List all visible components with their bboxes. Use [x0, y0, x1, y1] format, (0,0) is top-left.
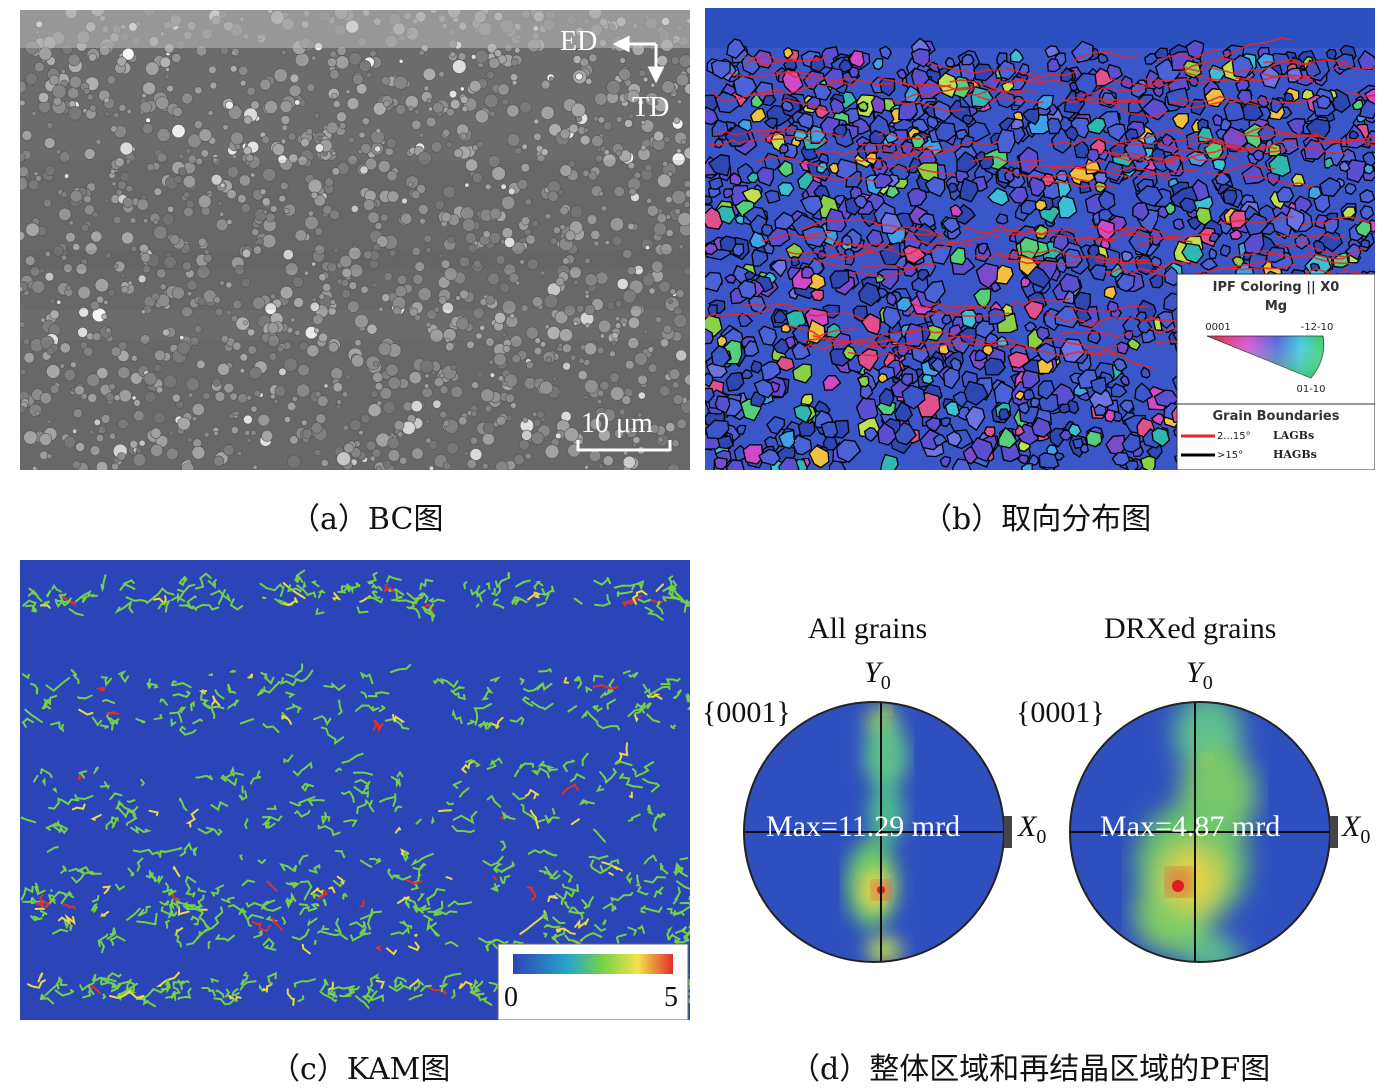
- hagb-label: HAGBs: [1273, 448, 1317, 461]
- pole-figure-drx: DRXed grains Y0 {0001} Max=4.87 mr: [1016, 610, 1380, 970]
- ipf-corner-0001: 0001: [1205, 322, 1230, 333]
- pole-figure-axis-x: X0: [1018, 810, 1047, 848]
- ipf-corner-1210: -12-10: [1301, 322, 1334, 333]
- pole-figure-title: DRXed grains: [1104, 612, 1277, 645]
- hagb-range: >15°: [1217, 450, 1243, 461]
- pole-figure-plane: {0001}: [702, 696, 791, 729]
- direction-ed-label: ED: [560, 26, 597, 57]
- lagb-range: 2...15°: [1217, 431, 1251, 442]
- pole-figure-axis-x: X0: [1342, 810, 1371, 848]
- pole-figure-max: Max=11.29 mrd: [766, 810, 961, 843]
- kam-map: 0 5: [20, 560, 690, 1020]
- ipf-legend-title: IPF Coloring || X0: [1213, 280, 1340, 295]
- kam-map-image: 0 5: [20, 560, 690, 1020]
- pole-figure-axis-y: Y0: [864, 656, 891, 694]
- kam-colorbar-min: 0: [504, 982, 518, 1013]
- pole-figure-axis-y: Y0: [1186, 656, 1213, 694]
- direction-td-label: TD: [632, 92, 669, 123]
- pole-figure-all: All grains Y0 {0001} Max=11: [700, 610, 1050, 970]
- pole-figure-max: Max=4.87 mrd: [1100, 810, 1281, 843]
- ipf-legend: IPF Coloring || X0 Mg 0001 -12-10 0: [1176, 273, 1375, 470]
- pole-figure-disc: [1069, 701, 1338, 963]
- pole-figure-title: All grains: [808, 612, 928, 645]
- kam-colorbar-max: 5: [664, 982, 678, 1013]
- ipf-corner-0110: 01-10: [1296, 384, 1325, 395]
- ipf-legend-material: Mg: [1265, 299, 1287, 314]
- bc-map: ED TD 10 μm: [20, 10, 690, 470]
- caption-d: （d）整体区域和再结晶区域的PF图: [790, 1052, 1271, 1087]
- caption-b: （b）取向分布图: [922, 502, 1152, 537]
- scale-bar: [576, 440, 672, 452]
- caption-a: （a）BC图: [290, 502, 444, 537]
- orientation-map-image: IPF Coloring || X0 Mg 0001 -12-10 0: [705, 8, 1375, 470]
- pole-figure-disc: [743, 701, 1012, 963]
- bc-map-image: ED TD 10 μm: [20, 10, 690, 470]
- lagb-label: LAGBs: [1273, 429, 1314, 442]
- direction-arrows-icon: [612, 35, 665, 84]
- caption-c: （c）KAM图: [270, 1052, 451, 1087]
- scale-bar-label: 10 μm: [581, 408, 653, 439]
- grain-boundaries-title: Grain Boundaries: [1213, 409, 1340, 424]
- kam-colorbar-gradient: [513, 954, 673, 974]
- pole-figure-plane: {0001}: [1016, 696, 1105, 729]
- orientation-map: IPF Coloring || X0 Mg 0001 -12-10 0: [705, 8, 1375, 470]
- kam-colorbar: [497, 943, 689, 1020]
